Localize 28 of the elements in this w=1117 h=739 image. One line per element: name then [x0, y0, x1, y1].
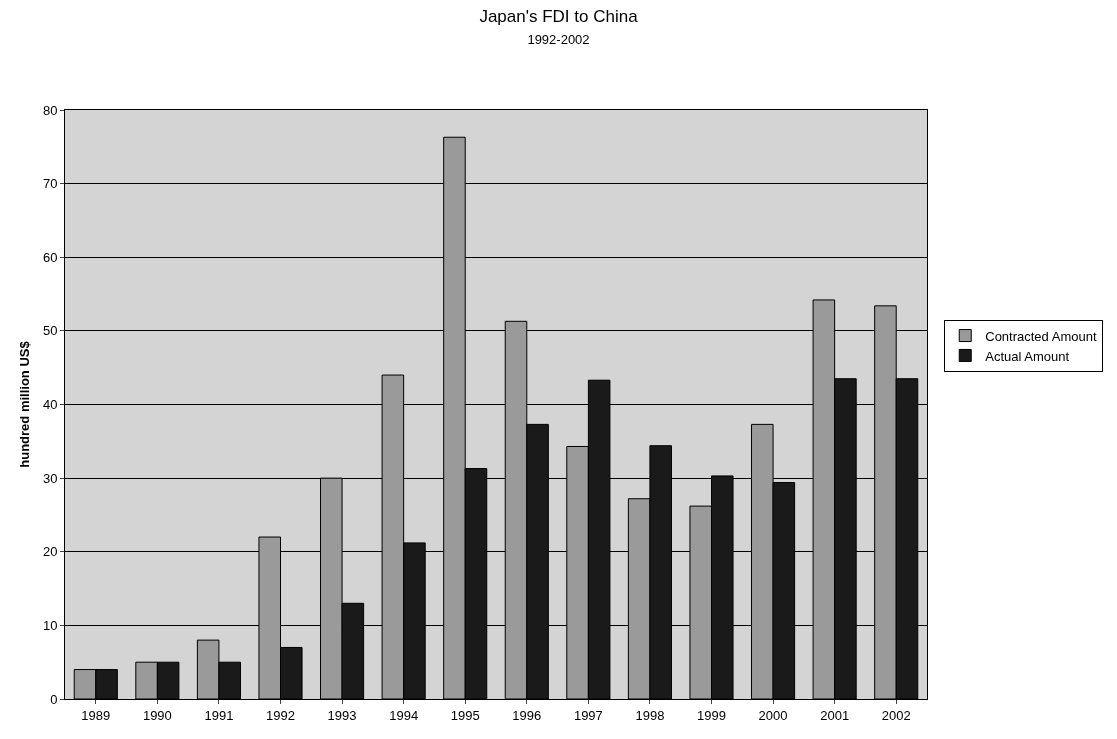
legend-label: Contracted Amount: [985, 328, 1097, 344]
x-tick-label: 1999: [697, 707, 726, 723]
x-tick-label: 1993: [327, 707, 357, 723]
y-tick-label: 0: [50, 691, 58, 707]
x-tick-label: 1992: [266, 707, 295, 723]
x-tick-label: 2002: [881, 707, 911, 723]
x-tick-label: 1989: [81, 707, 111, 723]
y-tick-label: 40: [42, 397, 58, 413]
x-tick-label: 1997: [573, 707, 603, 723]
chart-subtitle: 1992-2002: [527, 32, 590, 48]
x-tick-label: 1991: [204, 707, 234, 723]
x-tick-label: 2001: [820, 707, 850, 723]
y-axis-title: hundred million US$: [17, 340, 32, 468]
y-tick-label: 10: [42, 617, 58, 633]
y-tick-label: 60: [42, 249, 58, 265]
x-tick-label: 1995: [450, 707, 480, 723]
x-tick-label: 1990: [142, 707, 172, 723]
x-tick-label: 1994: [389, 707, 419, 723]
chart-title: Japan's FDI to China: [479, 7, 639, 27]
y-tick-label: 80: [42, 102, 58, 118]
legend-label: Actual Amount: [985, 348, 1070, 364]
y-tick-label: 30: [42, 470, 58, 486]
x-tick-label: 1998: [635, 707, 665, 723]
x-tick-label: 2000: [758, 707, 788, 723]
x-tick-label: 1996: [512, 707, 542, 723]
y-tick-label: 70: [42, 176, 58, 192]
y-tick-label: 50: [42, 323, 58, 339]
y-tick-label: 20: [42, 544, 58, 560]
